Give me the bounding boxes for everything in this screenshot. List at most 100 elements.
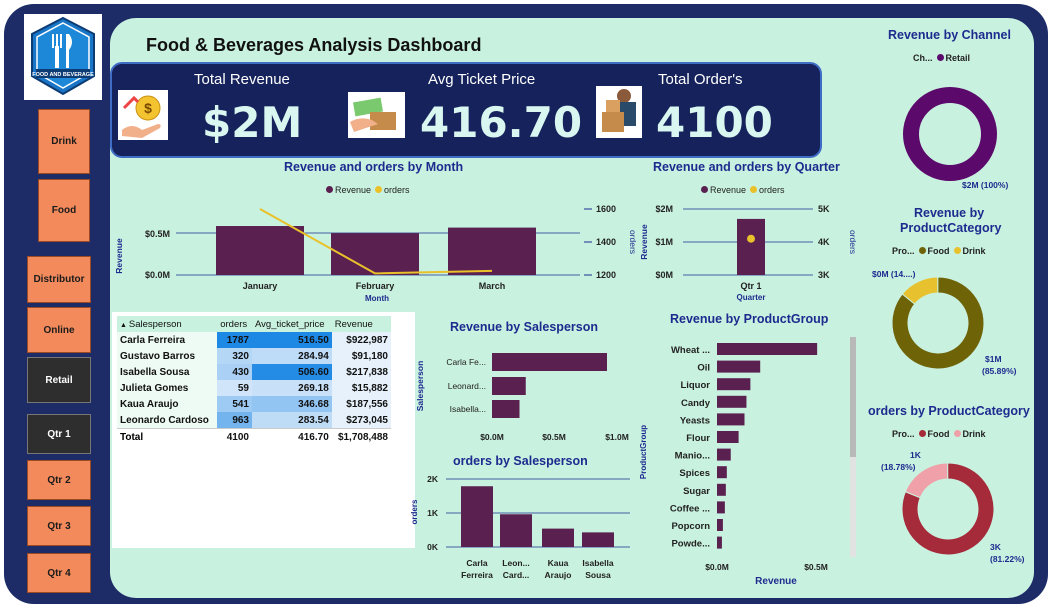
product-group-bar[interactable] — [717, 395, 747, 408]
column-header-orders[interactable]: orders — [217, 316, 252, 332]
total-cell: 4100 — [217, 428, 252, 445]
salesperson-x-tick: Card... — [503, 570, 529, 580]
product-group-bar[interactable] — [717, 519, 723, 531]
cell-orders: 59 — [217, 380, 252, 396]
product-group-bar[interactable] — [717, 536, 722, 549]
cell-avg-ticket: 506.60 — [252, 364, 332, 380]
salesperson-x-tick: Ferreira — [461, 570, 493, 580]
column-header-revenue[interactable]: Revenue — [331, 316, 391, 332]
revenue-bar[interactable] — [737, 218, 765, 275]
group-x-tick: $0.5M — [804, 562, 828, 572]
legend-retail: Retail — [945, 53, 971, 63]
orders-category-donut: 1K (18.78%) 3K (81.22%) — [881, 450, 1025, 564]
group-x-tick: $0.0M — [705, 562, 729, 572]
revenue-bar[interactable] — [331, 233, 419, 275]
product-group-bar[interactable] — [717, 378, 751, 391]
legend-orders: orders — [759, 185, 785, 195]
salesperson-revenue-bar[interactable] — [492, 353, 607, 371]
quarter-chart: Revenue $2M $1M $0M 5K 4K 3K orders Qtr … — [639, 204, 858, 302]
svg-text:$: $ — [144, 100, 152, 116]
month-x-tick: March — [479, 281, 506, 291]
table-row[interactable]: Leonardo Cardoso 963 283.54 $273,045 — [117, 412, 391, 429]
salesperson-label: Leonard... — [448, 381, 486, 391]
orders-marker[interactable] — [747, 234, 755, 243]
product-group-bar[interactable] — [717, 448, 731, 461]
legend-revenue: Revenue — [710, 185, 747, 195]
orders-category-chart-title: orders by ProductCategory — [868, 404, 1030, 418]
cell-orders: 1787 — [217, 332, 252, 348]
product-group-bar[interactable] — [717, 413, 745, 426]
cell-avg-ticket: 269.18 — [252, 380, 332, 396]
product-group-bar[interactable] — [717, 466, 727, 479]
slicer-qtr4-button[interactable]: Qtr 4 — [27, 553, 91, 593]
donut-slice[interactable] — [903, 87, 997, 181]
orders-drink-pct: (18.78%) — [881, 462, 916, 472]
table-row[interactable]: Gustavo Barros 320 284.94 $91,180 — [117, 348, 391, 364]
cell-salesperson: Julieta Gomes — [117, 380, 218, 396]
revenue-bar[interactable] — [448, 227, 536, 275]
column-header-label: Salesperson — [128, 318, 182, 330]
sales-orders-chart-title: orders by Salesperson — [453, 454, 588, 468]
salesperson-orders-bar[interactable] — [500, 514, 532, 547]
slicer-qtr1-button[interactable]: Qtr 1 — [27, 414, 91, 454]
slicer-retail-button[interactable]: Retail — [27, 357, 91, 403]
dashboard-title: Food & Beverages Analysis Dashboard — [146, 35, 482, 55]
slicer-distributor-button[interactable]: Distributor — [27, 256, 91, 303]
group-chart-scrollbar[interactable] — [850, 337, 856, 557]
product-group-bar[interactable] — [717, 360, 761, 373]
donut-slice[interactable] — [901, 462, 995, 556]
product-group-label: Popcorn — [671, 521, 710, 532]
sales-revenue-x-tick: $1.0M — [605, 432, 629, 442]
table-row[interactable]: Carla Ferreira 1787 516.50 $922,987 — [117, 332, 391, 348]
table-row[interactable]: Isabella Sousa 430 506.60 $217,838 — [117, 364, 391, 380]
product-group-bar[interactable] — [717, 343, 818, 355]
cell-orders: 963 — [217, 412, 252, 429]
month-chart-legend: Revenue orders — [322, 185, 410, 195]
salesperson-orders-bar[interactable] — [542, 528, 574, 547]
sales-orders-y-tick: 2K — [427, 474, 439, 484]
kpi-total-revenue-label: Total Revenue — [194, 71, 290, 88]
table-row[interactable]: Kaua Araujo 541 346.68 $187,556 — [117, 396, 391, 412]
category-food-pct: (85.89%) — [982, 366, 1017, 376]
product-group-label: Candy — [681, 398, 711, 409]
product-group-label: Oil — [697, 363, 710, 374]
product-group-bar[interactable] — [717, 501, 725, 514]
salesperson-x-tick: Sousa — [585, 570, 611, 580]
month-x-tick: February — [356, 281, 395, 291]
cell-orders: 320 — [217, 348, 252, 364]
column-header-avg-ticket[interactable]: Avg_ticket_price — [252, 316, 332, 332]
revenue-bar[interactable] — [216, 226, 304, 275]
slicer-drink-button[interactable]: Drink — [38, 109, 90, 174]
cell-salesperson: Carla Ferreira — [117, 332, 218, 348]
month-x-axis-label: Month — [365, 294, 389, 303]
product-group-bar[interactable] — [717, 431, 739, 443]
month-y2-tick: 1600 — [596, 204, 616, 214]
salesperson-revenue-bar[interactable] — [492, 400, 520, 418]
scrollbar-thumb[interactable] — [850, 337, 856, 457]
slicer-qtr3-button[interactable]: Qtr 3 — [27, 506, 91, 546]
donut-slice[interactable] — [891, 276, 985, 370]
kpi-panel: $ Total Revenue $2M Avg Ticket Price 416… — [110, 62, 822, 158]
salesperson-revenue-bar[interactable] — [492, 377, 526, 395]
slicer-online-button[interactable]: Online — [27, 307, 91, 353]
cell-revenue: $91,180 — [331, 348, 391, 364]
legend-drink: Drink — [962, 429, 986, 439]
salesperson-x-tick: Isabella — [582, 558, 613, 568]
channel-donut: $2M (100%) — [903, 87, 1008, 190]
salesperson-x-tick: Araujo — [545, 570, 572, 580]
group-chart-title: Revenue by ProductGroup — [670, 312, 829, 326]
sales-orders-y-tick: 0K — [427, 542, 439, 552]
table-row[interactable]: Julieta Gomes 59 269.18 $15,882 — [117, 380, 391, 396]
slicer-qtr2-button[interactable]: Qtr 2 — [27, 460, 91, 500]
channel-chart-legend: Ch... Retail — [913, 53, 970, 63]
category-drink-label: $0M (14....) — [872, 269, 916, 279]
column-header-salesperson[interactable]: ▲ Salesperson — [117, 316, 218, 332]
legend-drink: Drink — [962, 246, 986, 256]
salesperson-orders-bar[interactable] — [461, 486, 493, 547]
salesperson-table: ▲ Salesperson orders Avg_ticket_price Re… — [112, 312, 415, 548]
quarter-x-tick: Qtr 1 — [740, 281, 761, 291]
sales-revenue-y-axis-label: Salesperson — [415, 361, 425, 412]
salesperson-orders-bar[interactable] — [582, 532, 614, 547]
product-group-bar[interactable] — [717, 483, 726, 496]
slicer-food-button[interactable]: Food — [38, 179, 90, 242]
